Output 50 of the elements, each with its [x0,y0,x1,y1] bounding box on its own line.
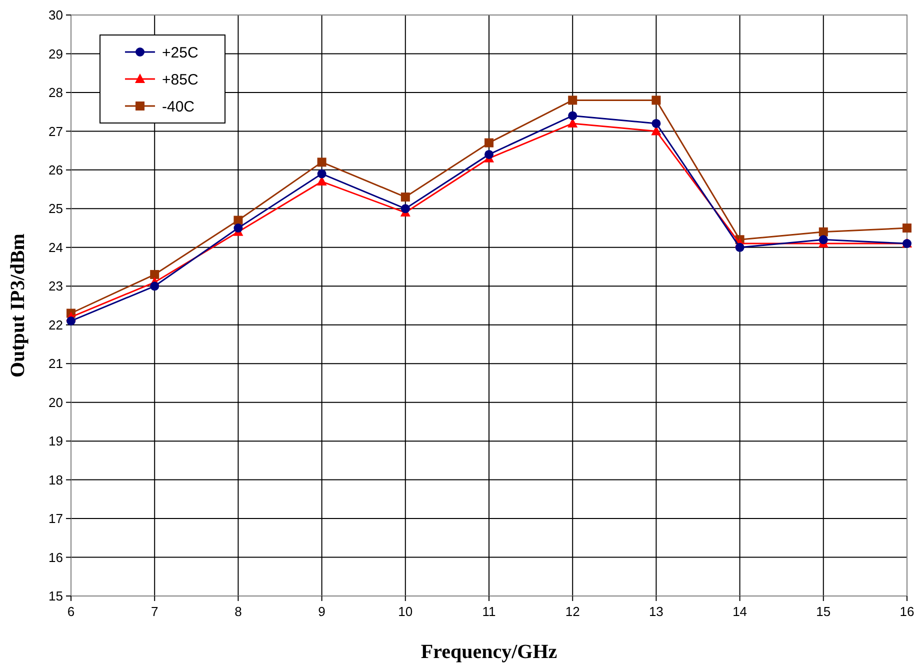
y-tick-label: 24 [48,240,63,255]
x-tick-label: 8 [234,604,242,619]
x-axis-title: Frequency/GHz [420,641,558,663]
x-tick-label: 11 [482,604,496,619]
y-tick-label: 15 [48,588,63,604]
x-tick-label: 16 [900,604,914,619]
y-tick-label: 27 [48,124,63,139]
y-tick-label: 25 [48,201,63,216]
point [652,118,661,128]
point [484,138,494,148]
y-tick-label: 19 [48,434,63,449]
point [317,158,326,167]
y-tick-label: 26 [48,162,63,178]
x-tick-label: 14 [732,604,748,619]
y-tick-label: 17 [48,511,63,526]
point [150,270,160,280]
point [652,96,661,105]
point [902,224,912,233]
point [818,227,828,236]
x-tick-label: 10 [398,604,413,619]
y-tick-label: 28 [48,85,63,100]
y-tick-label: 22 [48,317,63,332]
legend-label: +85C [162,71,198,88]
point [568,111,578,120]
legend-label: -40C [162,98,195,116]
y-tick-label: 16 [48,550,63,565]
point [400,204,410,214]
y-tick-label: 21 [48,356,63,372]
point [735,242,744,252]
point [484,150,494,159]
y-tick-label: 29 [48,46,63,62]
y-axis-title: Output IP3/dBm [7,233,29,378]
x-tick-label: 15 [816,604,831,619]
y-tick-label: 20 [48,394,63,410]
point [818,235,828,244]
x-tick-label: 9 [318,604,326,619]
x-tick-label: 7 [150,604,158,619]
point [150,282,160,291]
x-tick-label: 12 [565,604,580,619]
point [234,216,243,225]
legend-label: +25C [162,44,198,62]
y-tick-label: 18 [48,472,63,488]
x-tick-label: 6 [67,604,75,619]
point [234,224,243,233]
point [317,169,326,178]
x-tick-label: 13 [648,604,664,619]
y-tick-label: 23 [48,278,63,294]
point [400,192,410,202]
point [568,96,578,105]
y-tick-label: 30 [48,8,63,23]
